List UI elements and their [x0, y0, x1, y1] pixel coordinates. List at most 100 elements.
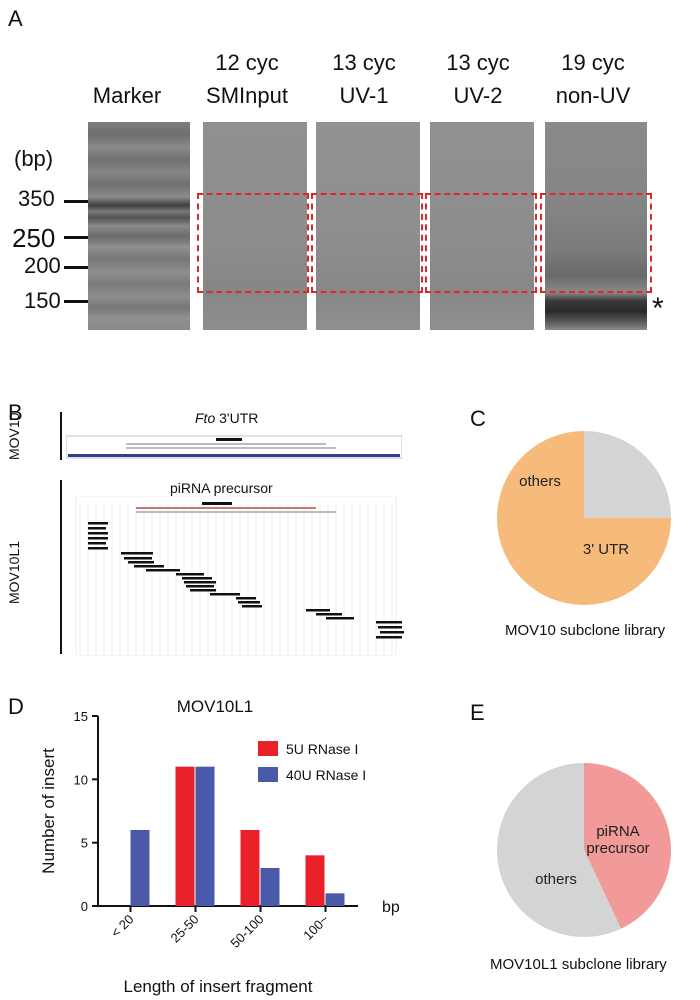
- alignment-bar: [190, 589, 216, 592]
- mov10-browser-track: [66, 435, 402, 459]
- y-tick-label: 10: [74, 772, 88, 787]
- alignment-bar: [88, 522, 108, 525]
- y-tick-label: 15: [74, 709, 88, 724]
- alignment-bar: [88, 532, 108, 535]
- pie-slice: [584, 763, 671, 929]
- gel-lane-nonuv: [545, 122, 647, 330]
- alignment-bar: [176, 573, 204, 576]
- bar: [195, 766, 215, 906]
- lane-name: UV-2: [453, 83, 503, 108]
- panel-label-e: E: [470, 700, 485, 725]
- alignment-bar: [88, 537, 108, 540]
- alignment-bar: [238, 601, 260, 604]
- mov10-track-title: Fto 3'UTR: [195, 410, 395, 426]
- x-tick-label: 50-100: [227, 912, 266, 951]
- gel-lane-uv1: [316, 122, 420, 330]
- alignment-bar: [380, 631, 404, 634]
- y-tick-label: 5: [81, 836, 88, 851]
- x-tick-label: 25-50: [168, 912, 202, 946]
- lane-name: Marker: [92, 83, 162, 108]
- alignment-bar: [306, 609, 330, 612]
- mov10l1-side-label: MOV10L1: [6, 540, 22, 604]
- alignment-bar: [376, 636, 402, 639]
- bar-chart-mov10l1: MOV10L1 0 5 10 15 Number of insert < 20 25-50 50…: [39, 697, 400, 996]
- alignment-bar: [378, 626, 402, 629]
- lane-cycles: [84, 46, 170, 79]
- mov10l1-track-title: piRNA precursor: [170, 480, 273, 496]
- legend-label: 5U RNase I: [286, 741, 358, 757]
- alignment-bar: [184, 581, 216, 584]
- pie-label: 3' UTR: [583, 541, 629, 558]
- bar: [325, 893, 345, 906]
- pie-chart-mov10: 3' UTR others: [497, 431, 671, 605]
- alignment-bar: [88, 547, 108, 550]
- alignment-bar: [88, 542, 106, 545]
- region-box-uv2: [425, 193, 537, 293]
- bp-mark-150: 150: [24, 288, 61, 313]
- pie-label-line: others: [535, 871, 577, 888]
- lane-name: SMInput: [206, 83, 288, 108]
- pie-label-line: piRNA: [596, 823, 639, 840]
- gel-lane-uv2: [430, 122, 534, 330]
- mov10-side-label: MOV10: [6, 412, 22, 460]
- alignment-bar: [128, 561, 154, 564]
- annotation-line: [136, 511, 336, 513]
- chart-title: MOV10L1: [177, 697, 254, 716]
- bp-mark-200: 200: [24, 253, 61, 278]
- x-axis-label: Length of insert fragment: [123, 977, 312, 996]
- alignment-bar: [121, 552, 153, 555]
- bar: [305, 855, 325, 906]
- legend-swatch: [258, 767, 278, 782]
- region-box-sminput: [197, 193, 309, 293]
- bp-tick-150: [64, 300, 88, 303]
- bp-tick-200: [64, 266, 88, 269]
- annotation-line: [136, 507, 316, 509]
- pie-label-line: 3' UTR: [583, 541, 629, 558]
- lane-header-uv2: 13 cyc UV-2: [426, 46, 530, 112]
- lane-name: non-UV: [555, 83, 631, 108]
- alignment-bar: [124, 557, 152, 560]
- legend-label: 40U RNase I: [286, 767, 366, 783]
- alignment-bar: [236, 597, 256, 600]
- lane-header-nonuv: 19 cyc non-UV: [538, 46, 648, 112]
- bar: [175, 766, 195, 906]
- alignment-bar: [376, 621, 402, 624]
- alignment-bar: [182, 577, 212, 580]
- x-unit-label: bp: [382, 899, 400, 916]
- pie-slice: [584, 431, 671, 518]
- lane-cycles: 13 cyc: [332, 50, 396, 75]
- bp-tick-350: [64, 200, 88, 203]
- alignment-bar: [146, 569, 180, 572]
- gene-name: Fto: [195, 410, 216, 426]
- pie-chart-mov10l1: piRNA precursor others: [497, 763, 671, 937]
- gene-region: 3'UTR: [215, 410, 259, 426]
- x-tick-label: < 20: [108, 912, 137, 941]
- gel-lane-marker: [88, 122, 190, 330]
- y-tick-label: 0: [81, 899, 88, 914]
- alignment-bar: [242, 605, 262, 608]
- bar: [240, 830, 260, 906]
- panel-label-a: A: [8, 6, 23, 31]
- legend-swatch: [258, 741, 278, 756]
- mov10l1-track-axis: [60, 480, 62, 654]
- pie-c-caption: MOV10 subclone library: [505, 622, 666, 639]
- pie-label: others: [535, 871, 577, 888]
- track-frame: [75, 496, 397, 656]
- alignment-bar: [210, 593, 240, 596]
- gel-lane-sminput: [203, 122, 307, 330]
- query-bar: [202, 502, 232, 505]
- region-box-uv1: [311, 193, 423, 293]
- lane-header-uv1: 13 cyc UV-1: [312, 46, 416, 112]
- mov10-track-axis: [60, 412, 62, 460]
- region-box-nonuv: [540, 193, 652, 293]
- alignment-bar: [134, 565, 164, 568]
- lane-header-marker: Marker: [84, 46, 170, 112]
- lane-cycles: 12 cyc: [215, 50, 279, 75]
- lane-cycles: 19 cyc: [561, 50, 625, 75]
- lane-name: UV-1: [339, 83, 389, 108]
- pie-label: others: [519, 473, 561, 490]
- panel-label-d: D: [8, 694, 24, 719]
- mov10l1-browser-track: [75, 496, 404, 656]
- y-axis-label: Number of insert: [39, 748, 58, 874]
- pie-slice: [497, 763, 622, 937]
